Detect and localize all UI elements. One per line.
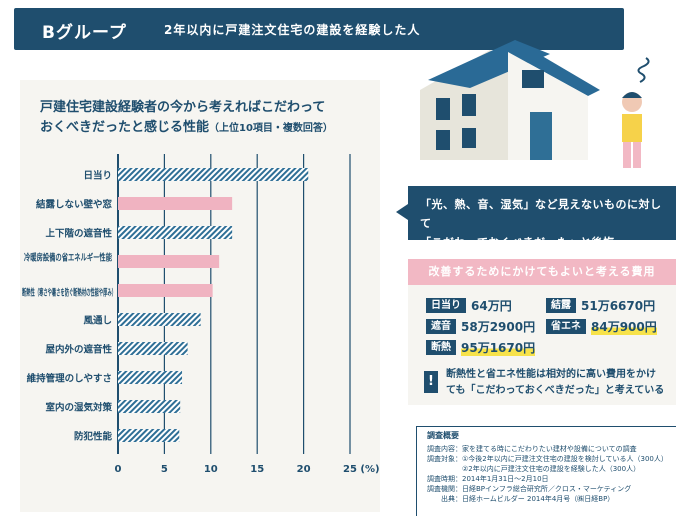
survey-line: 調査機関：日経BPインフラ総合研究所／クロス・マーケティング <box>427 485 632 493</box>
x-tick-label: 5 <box>161 464 168 475</box>
cost-tag: 断熱 <box>426 339 456 355</box>
survey-line: 調査時期：2014年1月31日〜2月10日 <box>427 475 549 483</box>
bar <box>118 255 220 268</box>
person-leg <box>623 142 631 168</box>
door <box>530 112 552 160</box>
x-tick-label: 10 <box>204 464 218 475</box>
bar <box>118 197 233 210</box>
bar <box>118 371 183 384</box>
bar <box>118 429 180 442</box>
bar <box>118 226 233 239</box>
category-label: 室内の湿気対策 <box>45 402 112 414</box>
cost-item-energy: 省エネ 84万900円 <box>546 317 657 335</box>
cost-note: 断熱性と省エネ性能は相対的に高い費用をかけ ても「こだわっておくべきだった」と考… <box>446 367 671 399</box>
cost-item-sunlight: 日当り 64万円 <box>426 297 512 313</box>
category-label: 屋内外の遮音性 <box>45 344 112 356</box>
x-tick-label: 20 <box>297 464 311 475</box>
cost-value: 95万1670円 <box>461 338 536 356</box>
x-unit-label: (%) <box>360 464 379 475</box>
header-bar: Bグループ 2年以内に戸建注文住宅の建設を経験した人 <box>14 8 624 50</box>
chart-title-note: （上位10項目・複数回答） <box>209 123 333 134</box>
window <box>462 94 476 116</box>
header-subtitle: 2年以内に戸建注文住宅の建設を経験した人 <box>164 23 421 37</box>
survey-line: 調査内容：家を建てる時にこだわりたい建材や設備についての調査 <box>427 445 637 453</box>
house-illustration <box>420 40 650 168</box>
window <box>462 128 476 148</box>
x-tick-label: 25 <box>343 464 357 475</box>
regret-line2: 「こだわっておくべきだった」と後悔 <box>420 236 615 249</box>
category-label: 日当り <box>83 170 112 182</box>
window <box>436 98 450 120</box>
exclamation-icon: ! <box>424 371 438 393</box>
chart-title: 戸建住宅建設経験者の今から考えればこだわって おくべきだったと感じる性能（上位1… <box>40 98 333 139</box>
bar <box>118 284 213 297</box>
survey-title: 調査概要 <box>427 431 459 440</box>
cost-item-soundproof: 遮音 58万2900円 <box>426 318 535 334</box>
window <box>436 130 450 150</box>
cost-note-line1: 断熱性と省エネ性能は相対的に高い費用をかけ <box>446 369 656 380</box>
x-tick-label: 0 <box>115 464 122 475</box>
category-label: 維持管理のしやすさ <box>27 373 112 385</box>
person-shirt <box>622 114 642 142</box>
cost-tag: 日当り <box>426 297 466 313</box>
bar <box>118 400 181 413</box>
chart-title-line1: 戸建住宅建設経験者の今から考えればこだわって <box>40 100 326 115</box>
survey-line: 調査対象：①今後2年以内に戸建注文住宅の建設を検討している人（300人） <box>427 455 668 463</box>
survey-line: ②2年以内に戸建注文住宅の建設を経験した人（300人） <box>427 465 641 473</box>
worry-squiggle-icon <box>637 57 650 83</box>
chart-panel: 戸建住宅建設経験者の今から考えればこだわって おくべきだったと感じる性能（上位1… <box>20 80 380 512</box>
cost-value: 51万6670円 <box>581 298 656 313</box>
chart-title-line2: おくべきだったと感じる性能 <box>40 120 210 135</box>
cost-tag: 省エネ <box>546 318 586 334</box>
cost-value: 58万2900円 <box>461 319 536 334</box>
cost-tag: 結露 <box>546 297 576 313</box>
regret-callout: 「光、熱、音、湿気」など見えないものに対して 「こだわっておくべきだった」と後悔 <box>396 186 676 249</box>
bar-chart: 0 5 10 15 20 25 (%) 日当り結露しない壁や窓上下階の遮音性冷暖房設備の省エネ… <box>22 154 380 475</box>
cost-note-line2: ても「こだわっておくべきだった」と考えている <box>446 385 665 396</box>
category-label: 風通し <box>83 316 112 327</box>
window <box>522 70 544 88</box>
cost-item-condensation: 結露 51万6670円 <box>546 297 655 313</box>
group-label: Bグループ <box>42 23 127 43</box>
person-leg <box>633 142 641 168</box>
cost-item-insulation: 断熱 95万1670円 <box>426 338 536 356</box>
cost-tag: 遮音 <box>426 318 456 334</box>
bar <box>118 313 201 326</box>
category-label: 冷暖房設備の省エネルギー性能 <box>24 252 112 264</box>
survey-line: 出典：日経ホームビルダー 2014年4月号（㈱日経BP） <box>427 495 615 503</box>
cost-box: 日当り 64万円 結露 51万6670円 遮音 58万2900円 省エネ 84万… <box>408 285 676 405</box>
bar <box>118 168 309 181</box>
category-label: 断熱性（寒さや暑さを防ぐ断熱材の性能や厚み） <box>22 287 116 299</box>
category-label: 結露しない壁や窓 <box>36 199 113 211</box>
survey-summary: 調査概要 調査内容：家を建てる時にこだわりたい建材や設備についての調査 調査対象… <box>416 426 676 516</box>
x-tick-label: 15 <box>250 464 264 475</box>
cost-value: 64万円 <box>471 298 512 313</box>
cost-value: 84万900円 <box>591 317 657 335</box>
category-label: 上下階の遮音性 <box>45 228 112 240</box>
person-hair <box>622 92 642 98</box>
cost-title: 改善するためにかけてもよいと考える費用 <box>408 259 676 285</box>
roof-right <box>508 40 600 96</box>
category-label: 防犯性能 <box>74 431 113 443</box>
bar <box>118 342 188 355</box>
regret-line1: 「光、熱、音、湿気」など見えないものに対して <box>420 198 662 230</box>
